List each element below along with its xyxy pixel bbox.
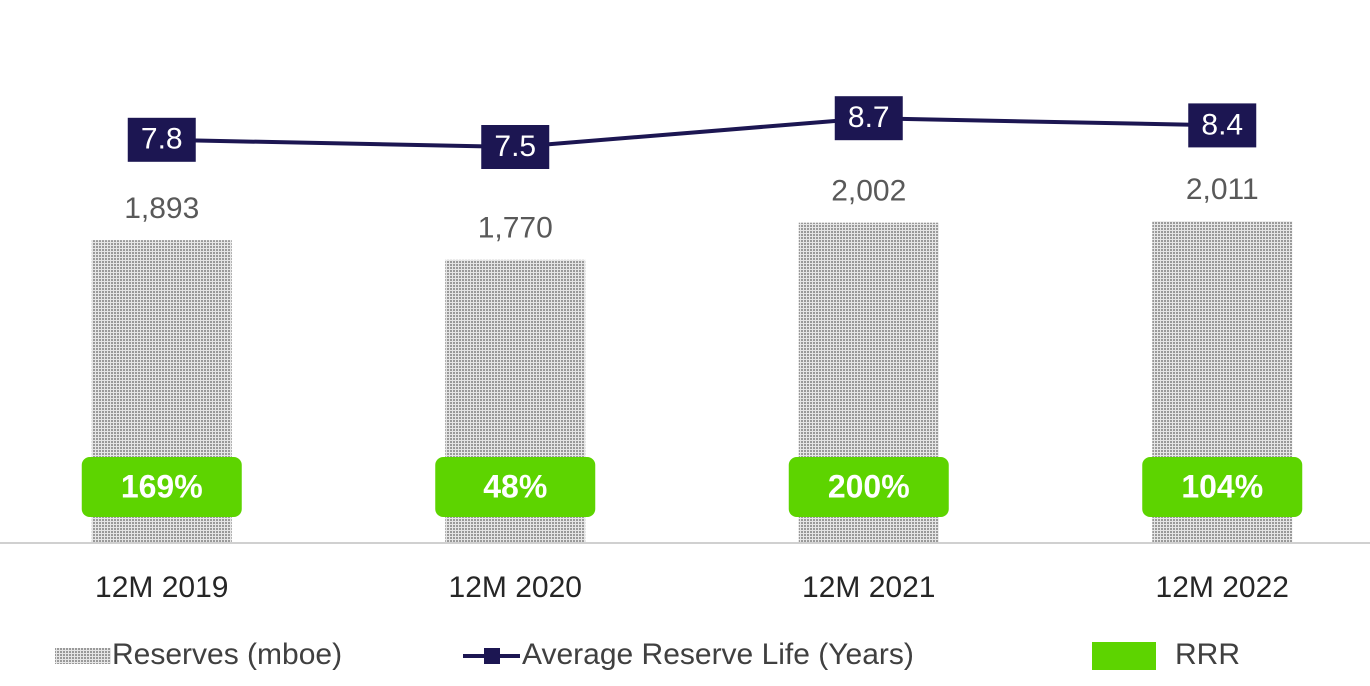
- legend-label: RRR: [1175, 638, 1240, 671]
- x-tick-label: 12M 2019: [95, 571, 228, 604]
- legend-swatch: [1092, 642, 1156, 670]
- x-tick-label: 12M 2022: [1156, 571, 1289, 604]
- legend-swatch: [55, 648, 111, 664]
- x-tick-label: 12M 2021: [802, 571, 935, 604]
- rrr-box: [1142, 457, 1303, 517]
- legend-marker: [484, 648, 500, 664]
- legend-label: Average Reserve Life (Years): [522, 638, 914, 671]
- bar-label: 2,002: [831, 175, 906, 208]
- line-label-box: [1188, 103, 1257, 148]
- bar-label: 1,893: [124, 192, 199, 225]
- line-label: 8.4: [1201, 108, 1243, 141]
- line: [161, 116, 1223, 150]
- bar-label: 1,770: [478, 212, 553, 245]
- rrr-label: 200%: [828, 468, 910, 504]
- rrr-box: [81, 457, 242, 517]
- rrr-box: [435, 457, 596, 517]
- line-label-box: [127, 117, 196, 162]
- line-label: 7.8: [141, 123, 183, 156]
- line-label-box: [481, 125, 550, 169]
- rrr-label: 48%: [483, 468, 547, 504]
- line-label: 8.7: [848, 101, 890, 134]
- rrr-label: 169%: [121, 468, 203, 504]
- rrr-label: 104%: [1181, 468, 1263, 504]
- rrr-box: [788, 457, 949, 517]
- x-tick-label: 12M 2020: [449, 571, 582, 604]
- line-label: 7.5: [494, 130, 536, 163]
- line-label-box: [834, 96, 903, 141]
- legend-label: Reserves (mboe): [112, 638, 342, 671]
- bar-label: 2,011: [1186, 173, 1259, 206]
